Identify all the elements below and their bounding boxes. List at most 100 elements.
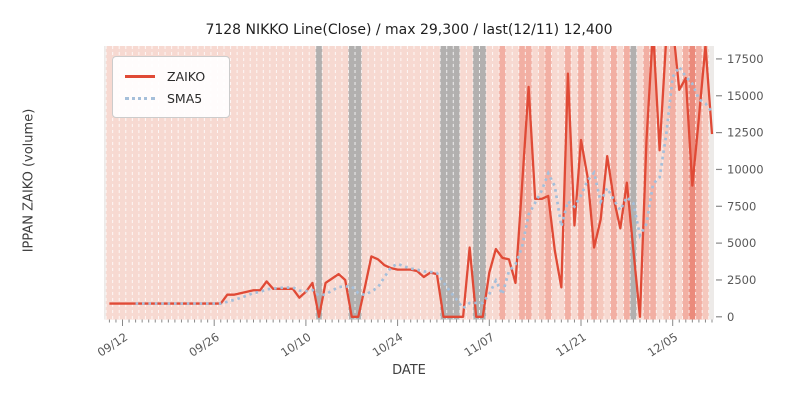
day-stripe: [407, 46, 414, 320]
gray-day-stripe: [453, 46, 460, 320]
day-stripe: [538, 46, 545, 320]
day-stripe: [276, 46, 283, 320]
legend-item-sma5: SMA5: [125, 87, 219, 109]
day-stripe: [427, 46, 434, 320]
day-stripe: [224, 46, 231, 320]
day-stripe: [145, 46, 152, 320]
day-stripe: [138, 46, 146, 320]
day-stripe: [610, 46, 618, 320]
day-stripe: [603, 46, 611, 320]
day-stripe: [112, 46, 120, 320]
zaiko-line: [109, 46, 714, 318]
day-stripe: [512, 46, 519, 320]
y-tick-label: 12500: [727, 126, 764, 140]
day-stripe: [662, 46, 670, 320]
day-stripe: [250, 46, 257, 320]
day-stripe: [669, 46, 676, 320]
day-stripe: [394, 46, 401, 320]
day-stripe: [643, 46, 650, 320]
x-axis-label: DATE: [392, 363, 426, 378]
day-stripe: [387, 46, 395, 320]
day-stripe: [132, 46, 139, 320]
day-stripe: [649, 46, 657, 320]
day-stripe: [682, 46, 690, 320]
day-stripe: [125, 46, 133, 320]
day-stripe: [656, 46, 663, 320]
day-stripe: [466, 46, 473, 320]
gray-day-stripe: [479, 46, 487, 320]
day-stripe: [263, 46, 270, 320]
legend-item-zaiko: ZAIKO: [125, 65, 219, 87]
day-stripe: [505, 46, 513, 320]
day-stripe: [106, 46, 113, 320]
day-stripe: [256, 46, 264, 320]
day-stripe: [636, 46, 644, 320]
day-stripe: [230, 46, 238, 320]
gray-day-stripe: [315, 46, 323, 320]
day-stripe: [204, 46, 211, 320]
day-stripe: [558, 46, 565, 320]
day-stripe: [210, 46, 218, 320]
day-stripe: [499, 46, 506, 320]
day-stripe: [577, 46, 585, 320]
day-stripe: [119, 46, 126, 320]
day-stripe: [191, 46, 198, 320]
day-stripe: [433, 46, 441, 320]
day-stripe: [361, 46, 369, 320]
day-stripe: [459, 46, 467, 320]
day-stripe: [341, 46, 349, 320]
day-stripe: [322, 46, 329, 320]
day-stripe: [525, 46, 532, 320]
x-tick-label: 09/26: [186, 330, 221, 360]
day-stripe: [486, 46, 493, 320]
day-stripe: [617, 46, 624, 320]
day-stripe: [282, 46, 290, 320]
day-stripe: [302, 46, 310, 320]
day-stripe: [309, 46, 316, 320]
day-stripe: [381, 46, 388, 320]
x-tick-label: 11/07: [462, 330, 497, 360]
day-stripe: [237, 46, 244, 320]
day-stripe: [296, 46, 303, 320]
day-stripe: [171, 46, 179, 320]
day-stripe: [217, 46, 225, 320]
day-stripe: [564, 46, 572, 320]
gray-day-stripe: [355, 46, 362, 320]
x-tick-label: 12/05: [645, 330, 680, 360]
day-stripe: [571, 46, 578, 320]
gray-day-stripe: [472, 46, 480, 320]
gray-day-stripe: [630, 46, 637, 320]
day-stripe: [197, 46, 205, 320]
day-stripe: [335, 46, 342, 320]
legend: ZAIKO SMA5: [112, 56, 230, 118]
day-stripe: [702, 46, 709, 320]
y-tick-label: 0: [727, 310, 734, 324]
day-stripe: [420, 46, 428, 320]
y-tick-label: 17500: [727, 52, 764, 66]
day-stripe: [368, 46, 375, 320]
day-stripe: [675, 46, 683, 320]
gray-day-stripe: [440, 46, 447, 320]
x-tick-label: 10/10: [278, 330, 313, 360]
x-tick-label: 10/24: [370, 330, 405, 360]
day-stripe: [544, 46, 552, 320]
y-tick-label: 15000: [727, 89, 764, 103]
sma5-dotted-swatch: [125, 96, 155, 100]
day-stripe: [184, 46, 192, 320]
chart-title: 7128 NIKKO Line(Close) / max 29,300 / la…: [205, 22, 613, 38]
day-stripe: [590, 46, 598, 320]
day-stripe: [597, 46, 604, 320]
day-stripe: [492, 46, 500, 320]
sma5-line: [135, 64, 714, 311]
y-tick-label: 5000: [727, 236, 756, 250]
day-stripe: [551, 46, 559, 320]
gray-day-stripe: [348, 46, 356, 320]
legend-label-sma5: SMA5: [167, 90, 203, 106]
day-stripe: [243, 46, 251, 320]
zaiko-line-swatch: [125, 74, 155, 78]
x-tick-label: 09/12: [95, 330, 130, 360]
day-stripe: [695, 46, 703, 320]
gray-day-stripe: [446, 46, 454, 320]
